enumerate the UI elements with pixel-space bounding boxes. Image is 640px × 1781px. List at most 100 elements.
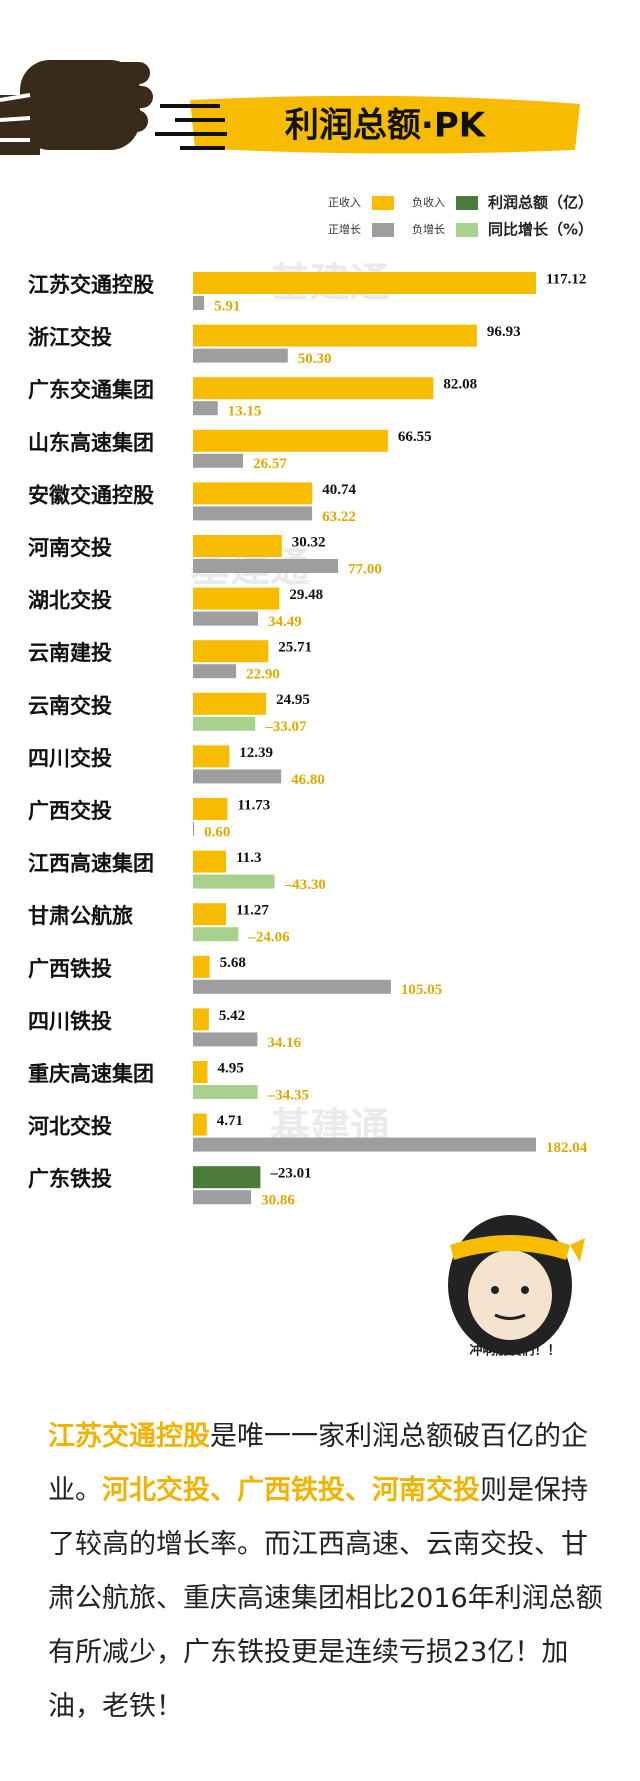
legend-label: 正收入 <box>328 195 361 209</box>
value-label: 26.57 <box>253 456 287 472</box>
value-label: –24.06 <box>247 930 290 946</box>
legend-swatch <box>372 196 394 210</box>
value-label: 11.73 <box>237 797 270 813</box>
bar <box>193 979 391 994</box>
bar <box>193 955 210 978</box>
value-label: 82.08 <box>443 377 477 393</box>
bar <box>193 272 536 294</box>
bar <box>193 798 228 820</box>
bar <box>193 1008 209 1031</box>
value-label: 66.55 <box>398 429 432 445</box>
value-label: 11.27 <box>236 903 269 919</box>
bar <box>193 1113 207 1136</box>
bar <box>193 1061 208 1083</box>
value-label: 11.3 <box>236 850 261 866</box>
bar <box>193 296 205 310</box>
bar <box>193 927 239 942</box>
value-label: 63.22 <box>322 509 356 525</box>
value-label: 5.91 <box>214 298 240 314</box>
value-label: 182.04 <box>546 1140 588 1156</box>
bar <box>193 903 227 926</box>
category-label: 安徽交通控股 <box>28 483 154 507</box>
bar <box>193 506 313 521</box>
value-label: 30.32 <box>292 534 326 550</box>
value-label: 0.60 <box>204 824 230 840</box>
category-label: 甘肃公航旅 <box>28 904 133 928</box>
bar <box>193 348 288 363</box>
category-label: 广西交投 <box>28 799 112 823</box>
bar <box>193 664 237 679</box>
cartoon <box>448 1215 585 1355</box>
category-label: 湖北交投 <box>28 589 112 613</box>
bar <box>193 1190 252 1205</box>
category-label: 重庆高速集团 <box>28 1062 154 1086</box>
legend-label: 利润总额（亿） <box>488 194 593 212</box>
value-label: 5.68 <box>220 955 246 971</box>
value-label: 22.90 <box>246 667 280 683</box>
bar <box>193 769 282 784</box>
legend-label: 负收入 <box>412 195 445 209</box>
value-label: 5.42 <box>219 1008 245 1024</box>
value-label: –33.07 <box>264 719 307 735</box>
bar <box>193 1085 258 1099</box>
value-label: –34.35 <box>267 1087 309 1103</box>
bar <box>193 1032 258 1047</box>
value-label: 34.16 <box>267 1035 301 1051</box>
bar <box>193 482 313 505</box>
value-label: 25.71 <box>278 640 312 656</box>
category-label: 广东铁投 <box>28 1167 112 1191</box>
bar <box>193 745 230 768</box>
value-label: 46.80 <box>291 772 325 788</box>
value-label: 30.86 <box>261 1193 295 1209</box>
title-banner <box>155 95 580 154</box>
category-label: 云南建投 <box>28 641 112 665</box>
value-label: 12.39 <box>239 745 273 761</box>
legend-label: 负增长 <box>412 222 445 236</box>
highlight-text: 河北交投、广西铁投、河南交投 <box>102 1475 480 1506</box>
bar <box>193 1137 536 1152</box>
legend-label: 同比增长（%） <box>488 221 593 239</box>
bar <box>193 822 195 836</box>
category-label: 云南交投 <box>28 694 112 718</box>
value-label: 50.30 <box>298 351 332 367</box>
category-label: 广西铁投 <box>28 957 112 981</box>
bar <box>193 716 256 731</box>
body-text: 是唯一一家利润总额破百亿的企业。 <box>48 1421 588 1506</box>
bar <box>193 559 339 573</box>
value-label: 77.00 <box>348 561 382 577</box>
bar <box>193 453 244 468</box>
summary-paragraph: 江苏交通控股是唯一一家利润总额破百亿的企业。河北交投、广西铁投、河南交投则是保持… <box>48 1410 608 1734</box>
category-label: 四川交投 <box>28 746 112 770</box>
bar <box>193 692 267 715</box>
value-label: 34.49 <box>268 614 302 630</box>
body-text: 则是保持了较高的增长率。而江西高速、云南交投、甘肃公航旅、重庆高速集团相比201… <box>48 1475 603 1722</box>
legend-swatch <box>372 223 394 237</box>
bar <box>193 377 434 400</box>
category-label: 河南交投 <box>28 536 112 560</box>
legend-swatch <box>456 223 478 237</box>
value-label: 29.48 <box>289 587 323 603</box>
bar <box>193 611 258 626</box>
value-label: 24.95 <box>276 692 310 708</box>
bar <box>193 850 227 873</box>
bar <box>193 874 275 889</box>
bar <box>193 535 282 557</box>
legend-label: 正增长 <box>328 222 361 236</box>
bar <box>193 429 388 452</box>
value-label: 4.95 <box>217 1060 243 1076</box>
category-label: 江西高速集团 <box>28 852 154 876</box>
category-label: 广东交通集团 <box>28 378 154 402</box>
bar <box>193 640 269 663</box>
highlight-text: 江苏交通控股 <box>48 1421 210 1452</box>
bar <box>193 401 218 416</box>
value-label: 40.74 <box>322 482 356 498</box>
bar <box>193 324 477 347</box>
legend-swatch <box>456 196 478 210</box>
value-label: 4.71 <box>217 1113 243 1129</box>
value-label: 117.12 <box>546 271 586 287</box>
category-label: 河北交投 <box>28 1115 112 1139</box>
value-label: 13.15 <box>228 404 262 420</box>
bar <box>193 587 280 610</box>
